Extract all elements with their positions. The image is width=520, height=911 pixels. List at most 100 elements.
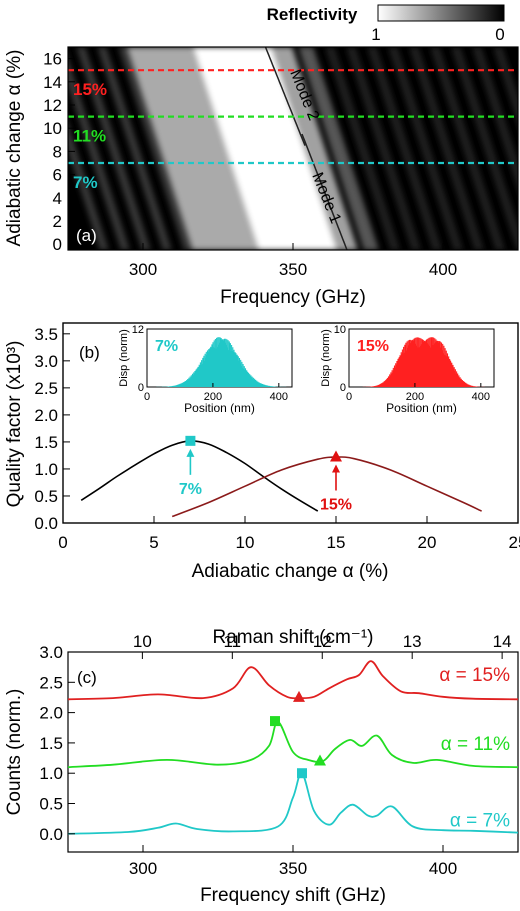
heatmap-image [68, 47, 518, 250]
series-label: α = 11% [441, 734, 510, 755]
panel-b-xlabel: Adiabatic change α (%) [192, 561, 389, 582]
heatmap-fringe [409, 47, 484, 250]
x-tick-label: 400 [429, 260, 457, 279]
top-x-tick-label: 13 [403, 632, 422, 651]
spectrum-marker [314, 754, 326, 766]
x-tick-label: 300 [129, 859, 157, 878]
panel-c-plot [67, 660, 519, 835]
inset-x-tick-label: 400 [270, 391, 288, 403]
panel-c-ylabel: Counts (norm.) [4, 689, 25, 816]
mode-1-curve [301, 133, 348, 250]
y-tick-label: 10 [43, 119, 62, 138]
panel-a-xlabel: Frequency (GHz) [220, 287, 366, 308]
panel-label-b: (b) [79, 343, 100, 362]
heatmap-band [127, 47, 259, 250]
inset-ylabel: Disp (norm) [118, 329, 130, 386]
spectrum-marker [297, 768, 307, 779]
x-tick-label: 400 [429, 859, 457, 878]
panel-c-series-labels: α = 15% α = 11% α = 7% [439, 665, 510, 831]
y-tick-label: 12 [43, 96, 62, 115]
inset-plot: 7% 0 200 400 0 12 Position (nm) Disp (norm) [118, 324, 293, 415]
y-tick-label: 0.0 [34, 514, 58, 533]
panel-a: Reflectivity 1 0 15%11%7% Mode 2 Mode 1 … [4, 4, 519, 308]
spectrum-marker [270, 716, 280, 727]
heatmap-fringe [325, 47, 400, 250]
heatmap-fringe [97, 47, 172, 250]
panel-b-plot: 7% 15% [80, 435, 482, 518]
marker-arrow-head [186, 448, 195, 457]
top-x-tick-label: 12 [313, 632, 332, 651]
marker-label: 15% [320, 497, 352, 514]
x-tick-label: 5 [149, 533, 158, 552]
inset-y-tick-label: 12 [132, 324, 144, 336]
panel-a-axes: 300 350 400 0 2 4 6 8 10 12 14 16 [43, 50, 457, 279]
inset-displacement [362, 337, 485, 387]
y-tick-label: 14 [43, 73, 62, 92]
panel-c-xlabel: Frequency shift (GHz) [200, 885, 386, 906]
y-tick-label: 2.0 [39, 704, 63, 723]
panel-b-axes: 0 5 10 15 20 25 0.0 0.5 1.0 1.5 2.0 2.5 3.0 3.5 [34, 325, 520, 552]
x-tick-label: 350 [279, 260, 307, 279]
inset-y-tick-label: 0 [138, 382, 144, 394]
x-tick-label: 10 [236, 533, 255, 552]
panel-b-insets: 7% 0 200 400 0 12 Position (nm) Disp (norm) 15% 0… [118, 324, 495, 415]
top-x-tick-label: 14 [493, 632, 512, 651]
panel-label-c: (c) [77, 668, 97, 687]
y-tick-label: 0 [53, 235, 62, 254]
y-tick-label: 8 [53, 142, 62, 161]
panel-c-axes: 300 350 400 0.0 0.5 1.0 1.5 2.0 2.5 3.0 10 11 12 13 14 [39, 632, 511, 878]
quality-factor-marker [185, 435, 196, 446]
inset-ylabel: Disp (norm) [320, 329, 332, 386]
heatmap-fringe [68, 123, 109, 250]
y-tick-label: 1.5 [39, 734, 63, 753]
heatmap-fringe [388, 47, 463, 250]
y-tick-label: 1.0 [39, 764, 63, 783]
y-tick-label: 2.5 [34, 379, 58, 398]
marker-arrow-head [332, 464, 340, 473]
y-tick-label: 1.5 [34, 433, 58, 452]
top-x-tick-label: 10 [133, 632, 152, 651]
panel-label-a: (a) [76, 226, 97, 245]
y-tick-label: 1.0 [34, 460, 58, 479]
x-tick-label: 350 [279, 859, 307, 878]
spectrum-marker [293, 690, 305, 702]
series-label: α = 15% [439, 665, 510, 686]
inset-y-tick-label: 10 [334, 324, 346, 336]
colorbar-max-label: 0 [495, 25, 504, 44]
colorbar-min-label: 1 [371, 25, 380, 44]
panel-b: 7% 15% (b) 0 5 10 15 20 25 0.0 0.5 1.0 1.5 2.0 2.5 3.… [4, 322, 520, 582]
heatmap-fringe [367, 47, 442, 250]
inset-label: 7% [155, 338, 178, 355]
panel-c: Raman shift (cm⁻¹) (c) 300 350 400 0.0 0.5 1.… [4, 627, 519, 906]
x-tick-label: 25 [509, 533, 520, 552]
inset-x-tick-label: 400 [472, 391, 490, 403]
y-tick-label: 4 [53, 189, 62, 208]
y-tick-label: 3.5 [34, 325, 58, 344]
heatmap-threshold-lines [68, 69, 518, 165]
y-tick-label: 16 [43, 50, 62, 69]
heatmap-fringe [346, 47, 421, 250]
y-tick-label: 2.0 [34, 406, 58, 425]
y-tick-label: 3.0 [39, 643, 63, 662]
colorbar [377, 4, 505, 22]
heatmap-band [298, 47, 379, 250]
spectrum-curve [67, 660, 519, 701]
heatmap-fringe [451, 47, 518, 250]
marker-label: 7% [179, 481, 202, 498]
x-tick-label: 0 [58, 533, 67, 552]
inset-x-tick-label: 200 [204, 391, 222, 403]
inset-y-tick-label: 0 [340, 382, 346, 394]
quality-factor-curve [80, 439, 319, 512]
x-tick-label: 300 [129, 260, 157, 279]
colorbar-title: Reflectivity [267, 5, 358, 24]
heatmap-fringe [493, 47, 518, 124]
heatmap-bands [68, 47, 518, 250]
series-label: α = 7% [450, 811, 510, 832]
heatmap-line-labels: 15% 11% 7% [73, 80, 107, 192]
y-tick-label: 3.0 [34, 352, 58, 371]
spectrum-curve [67, 772, 519, 835]
inset-label: 15% [357, 338, 389, 355]
threshold-label: 11% [73, 127, 106, 146]
y-tick-label: 0.0 [39, 825, 63, 844]
